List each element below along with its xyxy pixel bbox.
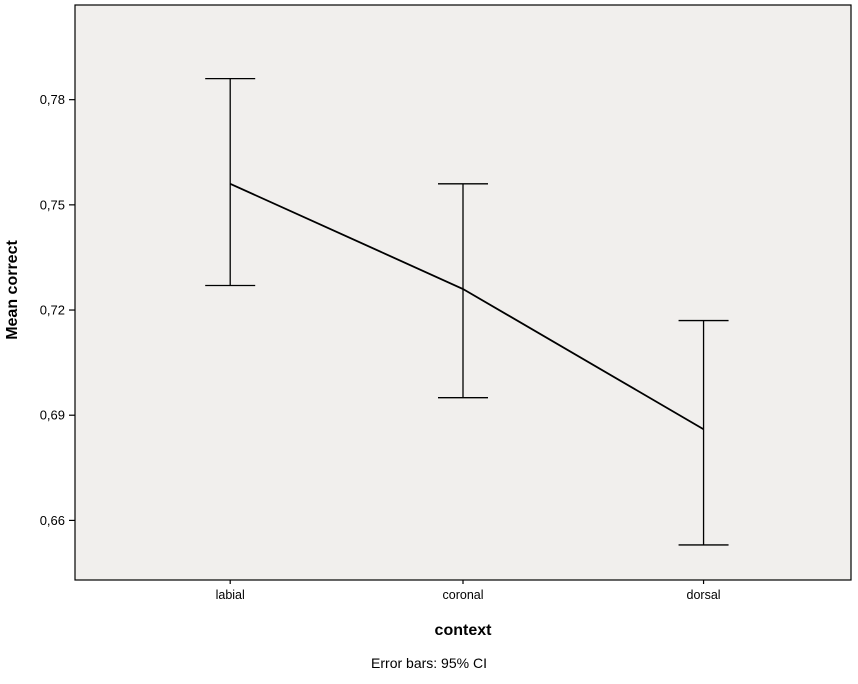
mean-line <box>229 182 705 431</box>
y-tick-label: 0,66 <box>40 513 65 528</box>
x-tick-label: coronal <box>443 588 484 602</box>
x-tick-label: dorsal <box>687 588 721 602</box>
x-tick-label: labial <box>216 588 245 602</box>
y-tick-label: 0,75 <box>40 197 65 212</box>
y-tick-label: 0,69 <box>40 408 65 423</box>
y-tick-label: 0,78 <box>40 92 65 107</box>
y-axis-title: Mean correct <box>4 240 21 340</box>
x-axis-title: context <box>434 622 492 639</box>
y-tick-label: 0,72 <box>40 303 65 318</box>
chart-caption: Error bars: 95% CI <box>371 655 487 671</box>
